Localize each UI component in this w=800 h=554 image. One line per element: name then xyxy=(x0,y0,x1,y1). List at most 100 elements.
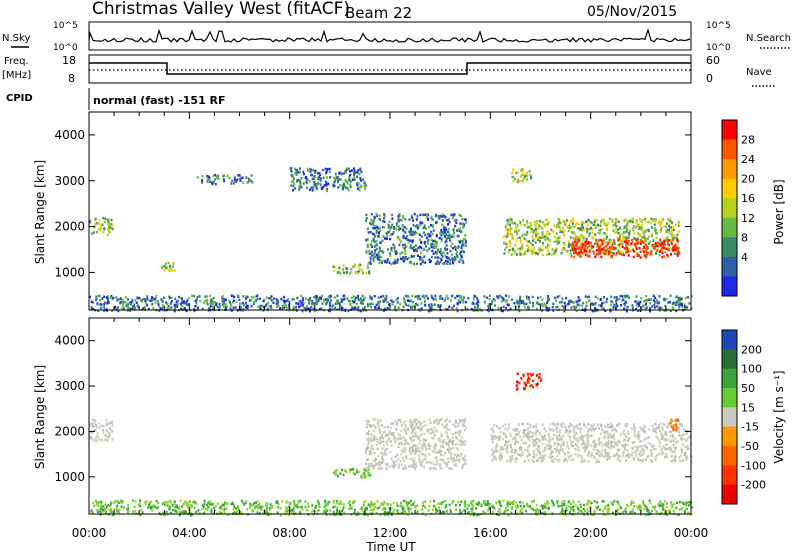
data-cell xyxy=(557,444,559,447)
data-cell xyxy=(562,422,565,425)
data-cell xyxy=(103,227,106,231)
data-cell xyxy=(677,230,680,233)
data-cell xyxy=(574,443,577,446)
data-cell xyxy=(400,442,403,446)
data-cell xyxy=(349,503,352,507)
data-cell xyxy=(467,297,470,300)
data-cell xyxy=(498,457,501,460)
data-cell xyxy=(573,307,576,311)
data-cell xyxy=(550,253,553,256)
data-cell xyxy=(419,449,422,453)
data-cell xyxy=(593,223,596,226)
data-cell xyxy=(402,456,405,460)
data-cell xyxy=(626,241,629,245)
data-cell xyxy=(256,511,259,514)
data-cell xyxy=(535,230,538,234)
data-cell xyxy=(515,171,518,175)
data-cell xyxy=(579,242,582,246)
data-cell xyxy=(678,222,681,225)
data-cell xyxy=(525,178,528,181)
data-cell xyxy=(575,425,577,428)
data-cell xyxy=(413,438,416,442)
data-cell xyxy=(169,267,172,270)
data-cell xyxy=(385,297,388,300)
data-cell xyxy=(601,218,604,221)
data-cell xyxy=(346,182,349,185)
data-cell xyxy=(147,307,150,311)
data-cell xyxy=(404,218,407,221)
data-cell xyxy=(664,236,667,240)
data-cell xyxy=(454,459,457,462)
data-cell xyxy=(510,253,513,256)
data-cell xyxy=(516,225,519,229)
data-cell xyxy=(556,442,559,445)
data-cell xyxy=(595,427,598,430)
data-cell xyxy=(110,218,113,222)
data-cell xyxy=(368,433,371,436)
data-cell xyxy=(560,300,563,304)
data-cell xyxy=(613,303,616,307)
data-cell xyxy=(583,459,586,462)
data-cell xyxy=(230,303,233,306)
data-cell xyxy=(585,426,588,429)
data-cell xyxy=(451,213,454,217)
data-cell xyxy=(516,232,519,235)
data-cell xyxy=(240,176,243,180)
data-cell xyxy=(417,446,420,450)
data-cell xyxy=(367,458,370,461)
data-cell xyxy=(460,250,463,253)
data-cell xyxy=(165,301,168,304)
data-cell xyxy=(581,226,584,229)
data-cell xyxy=(365,251,368,254)
data-cell xyxy=(602,509,604,512)
data-cell xyxy=(362,504,365,507)
data-cell xyxy=(410,431,413,434)
data-cell xyxy=(432,450,435,453)
data-cell xyxy=(435,456,438,459)
data-cell xyxy=(564,429,567,432)
data-cell xyxy=(585,249,588,253)
data-cell xyxy=(310,510,313,514)
data-cell xyxy=(242,309,245,312)
data-cell xyxy=(395,224,398,228)
data-cell xyxy=(385,434,388,438)
data-cell xyxy=(338,270,341,273)
data-cell xyxy=(531,235,534,238)
data-cell xyxy=(165,503,168,506)
data-cell xyxy=(618,245,621,248)
data-cell xyxy=(591,244,594,248)
data-cell xyxy=(562,220,565,223)
data-cell xyxy=(424,233,427,237)
data-cell xyxy=(537,227,540,230)
data-cell xyxy=(583,434,586,438)
data-cell xyxy=(450,453,453,456)
data-cell xyxy=(539,249,542,252)
data-cell xyxy=(413,462,416,466)
data-cell xyxy=(94,223,97,226)
data-cell xyxy=(417,254,419,257)
data-cell xyxy=(429,444,432,448)
data-cell xyxy=(623,240,626,243)
data-cell xyxy=(612,218,615,221)
data-cell xyxy=(428,418,431,421)
data-cell xyxy=(422,231,425,234)
data-cell xyxy=(454,419,457,422)
data-cell xyxy=(668,430,671,434)
data-cell xyxy=(504,427,507,430)
data-cell xyxy=(94,428,97,432)
data-cell xyxy=(644,437,647,440)
data-cell xyxy=(348,175,351,178)
data-cell xyxy=(299,180,301,184)
data-cell xyxy=(107,218,110,221)
data-cell xyxy=(665,443,668,446)
data-cell xyxy=(602,436,605,440)
data-cell xyxy=(608,457,611,460)
data-cell xyxy=(197,306,199,310)
data-cell xyxy=(238,298,241,301)
data-cell xyxy=(100,303,103,306)
data-cell xyxy=(645,306,648,309)
data-cell xyxy=(597,253,600,256)
data-cell xyxy=(399,434,402,437)
data-cell xyxy=(432,252,435,256)
data-cell xyxy=(537,512,540,515)
